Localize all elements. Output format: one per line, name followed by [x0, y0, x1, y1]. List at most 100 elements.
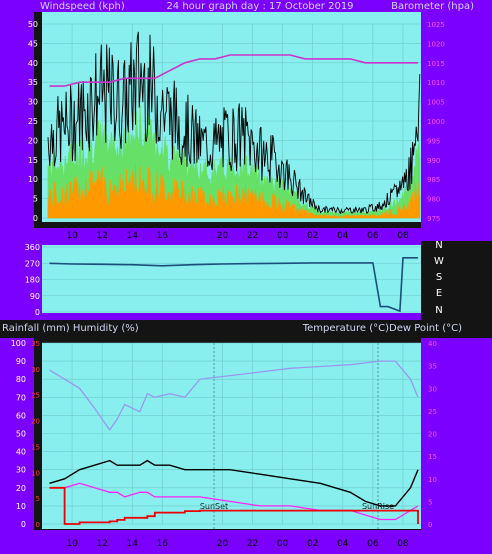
- direction-label-n-bottom: N: [435, 305, 442, 316]
- wind-x-tick: 12: [96, 231, 107, 241]
- wind-low-area: [47, 163, 421, 219]
- top-bottom-band: [0, 228, 492, 241]
- temp-y-tick: 30: [428, 385, 437, 393]
- humidity-y-tick: 30: [16, 466, 26, 475]
- wind-y-tick: 5: [33, 195, 38, 204]
- bottom-left-frame: [0, 338, 34, 554]
- wind-x-tick: 14: [127, 231, 139, 241]
- direction-line: [49, 256, 418, 313]
- wind-y-tick: 10: [28, 175, 38, 184]
- temp-y-tick: 40: [428, 340, 437, 348]
- direction-y-tick: 180: [25, 276, 40, 285]
- climate-x-tick: 22: [247, 539, 258, 549]
- direction-plot-area: [42, 245, 421, 313]
- sunrise-label: SunRise: [362, 502, 394, 511]
- rain-y-tick: 15: [31, 443, 40, 451]
- baro-y-tick: 990: [427, 157, 440, 165]
- top-right-frame: [421, 0, 492, 235]
- barometer-header: Barometer (hpa): [391, 1, 474, 12]
- direction-label-w: W: [434, 256, 444, 267]
- climate-x-tick: 06: [367, 539, 379, 549]
- temp-y-tick: 20: [428, 431, 437, 439]
- direction-y-tick: 0: [35, 308, 40, 317]
- wind-y-tick: 20: [28, 136, 38, 145]
- wind-x-tick: 02: [307, 231, 318, 241]
- baro-y-tick: 1005: [427, 99, 445, 107]
- baro-y-tick: 1010: [427, 79, 445, 87]
- wind-y-tick: 40: [28, 59, 38, 68]
- baro-y-tick: 1015: [427, 60, 445, 68]
- rain-y-tick: 5: [36, 495, 40, 503]
- humidity-y-tick: 70: [16, 393, 26, 402]
- temp-dew-header: Temperature (°C)Dew Point (°C): [302, 323, 462, 334]
- windspeed-line: [47, 31, 421, 215]
- direction-y-tick: 360: [25, 243, 40, 252]
- mid-left-frame: [0, 241, 34, 320]
- wind-x-tick: 10: [66, 231, 78, 241]
- chart-title: 24 hour graph day : 17 October 2019: [166, 1, 353, 12]
- rainfall-line: [49, 486, 419, 525]
- temp-y-tick: 25: [428, 408, 437, 416]
- wind-y-tick: 30: [28, 98, 38, 107]
- temp-y-tick: 35: [428, 363, 437, 371]
- wind-x-tick: 00: [277, 231, 289, 241]
- humidity-y-tick: 50: [16, 430, 26, 439]
- humidity-line: [49, 360, 419, 432]
- wind-x-tick: 08: [397, 231, 409, 241]
- humidity-y-tick: 10: [16, 502, 26, 511]
- wind-x-tick: 06: [367, 231, 379, 241]
- humidity-y-tick: 40: [16, 448, 26, 457]
- dew-point-line: [49, 482, 419, 521]
- wind-y-tick: 50: [28, 20, 38, 29]
- temperature-line: [49, 459, 419, 507]
- baro-y-tick: 975: [427, 215, 440, 223]
- humidity-y-tick: 100: [11, 339, 26, 348]
- temp-y-tick: 5: [428, 498, 432, 506]
- rain-y-tick: 0: [36, 521, 40, 529]
- direction-label-n-top: N: [435, 240, 442, 251]
- bottom-right-frame: [421, 338, 492, 554]
- climate-x-tick: 08: [397, 539, 409, 549]
- direction-y-tick: 270: [25, 259, 40, 268]
- rain-y-tick: 30: [31, 366, 40, 374]
- humidity-y-tick: 90: [16, 357, 26, 366]
- wind-y-tick: 45: [28, 39, 38, 48]
- direction-y-tick: 90: [30, 292, 40, 301]
- wind-x-tick: 04: [337, 231, 349, 241]
- rain-y-tick: 20: [31, 418, 40, 426]
- climate-plot-area: [42, 343, 421, 529]
- direction-label-s: S: [436, 272, 442, 283]
- rain-y-tick: 10: [31, 469, 40, 477]
- rain-humidity-header: Rainfall (mm) Humidity (%): [2, 323, 139, 334]
- series-layer: [47, 31, 421, 525]
- temp-y-tick: 10: [428, 476, 437, 484]
- humidity-y-tick: 20: [16, 484, 26, 493]
- baro-y-tick: 1025: [427, 21, 445, 29]
- direction-label-e: E: [436, 288, 442, 299]
- humidity-y-tick: 0: [21, 520, 26, 529]
- climate-x-tick: 00: [277, 539, 289, 549]
- wind-x-tick: 16: [157, 231, 169, 241]
- temp-y-tick: 15: [428, 453, 437, 461]
- rain-y-tick: 25: [31, 392, 40, 400]
- baro-y-tick: 995: [427, 137, 440, 145]
- windspeed-header: Windspeed (kph): [40, 1, 125, 12]
- climate-x-tick: 12: [96, 539, 107, 549]
- wind-x-tick: 20: [217, 231, 229, 241]
- climate-x-tick: 04: [337, 539, 349, 549]
- wind-y-tick: 35: [28, 78, 38, 87]
- sunset-label: SunSet: [200, 502, 228, 511]
- baro-y-tick: 980: [427, 196, 440, 204]
- axes-layer: 0510152025303540455097598098599099510001…: [11, 20, 445, 549]
- temp-y-tick: 0: [428, 521, 432, 529]
- humidity-y-tick: 60: [16, 411, 26, 420]
- climate-x-tick: 14: [127, 539, 139, 549]
- top-header-bar: [0, 0, 492, 12]
- wind-y-tick: 0: [33, 214, 38, 223]
- barometer-line: [49, 54, 418, 87]
- wind-y-tick: 25: [28, 117, 38, 126]
- climate-x-tick: 20: [217, 539, 229, 549]
- climate-x-tick: 16: [157, 539, 169, 549]
- baro-y-tick: 985: [427, 176, 440, 184]
